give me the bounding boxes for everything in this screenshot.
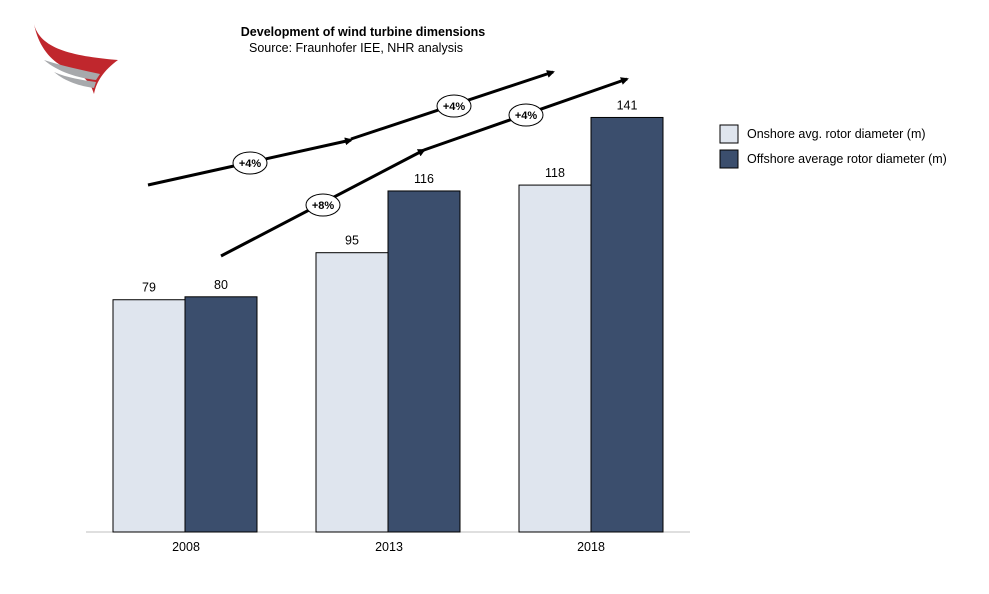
value-label-onshore-2018: 118 — [545, 166, 565, 180]
growth-label-onshore-2: +4% — [443, 101, 466, 113]
growth-arrow-onshore — [147, 70, 555, 187]
growth-label-offshore-1: +8% — [312, 200, 335, 212]
value-label-offshore-2008: 80 — [214, 278, 228, 292]
growth-badge-onshore-1: +4% — [232, 151, 268, 175]
value-label-offshore-2018: 141 — [617, 98, 638, 112]
legend-label-onshore: Onshore avg. rotor diameter (m) — [747, 127, 926, 141]
x-tick-label-2013: 2013 — [375, 540, 403, 554]
bar-offshore-2018 — [590, 116, 664, 533]
growth-badge-offshore-2: +4% — [508, 103, 544, 127]
growth-badge-offshore-1: +8% — [305, 193, 341, 217]
value-label-offshore-2013: 116 — [414, 172, 434, 186]
x-tick-label-2008: 2008 — [172, 540, 200, 554]
bar-onshore-2013 — [315, 252, 389, 533]
bar-offshore-2008 — [184, 296, 258, 533]
growth-badge-onshore-2: +4% — [436, 94, 472, 118]
legend: Onshore avg. rotor diameter (m) Offshore… — [719, 124, 947, 169]
growth-label-onshore-1: +4% — [239, 158, 262, 170]
legend-swatch-offshore — [719, 149, 739, 169]
value-label-onshore-2013: 95 — [345, 234, 359, 248]
legend-label-offshore: Offshore average rotor diameter (m) — [747, 152, 947, 166]
bars — [112, 116, 664, 533]
chart-title: Development of wind turbine dimensions — [241, 25, 486, 39]
bar-offshore-2013 — [387, 190, 461, 533]
bar-onshore-2018 — [518, 184, 592, 533]
value-label-onshore-2008: 79 — [142, 281, 156, 295]
wing-logo-icon — [34, 24, 118, 94]
value-labels: 79 80 95 116 118 141 — [142, 98, 637, 294]
x-tick-labels: 2008 2013 2018 — [172, 540, 605, 554]
legend-swatch-onshore — [719, 124, 739, 144]
x-tick-label-2018: 2018 — [577, 540, 605, 554]
chart-subtitle: Source: Fraunhofer IEE, NHR analysis — [249, 41, 463, 55]
bar-onshore-2008 — [112, 299, 186, 533]
growth-label-offshore-2: +4% — [515, 110, 538, 122]
